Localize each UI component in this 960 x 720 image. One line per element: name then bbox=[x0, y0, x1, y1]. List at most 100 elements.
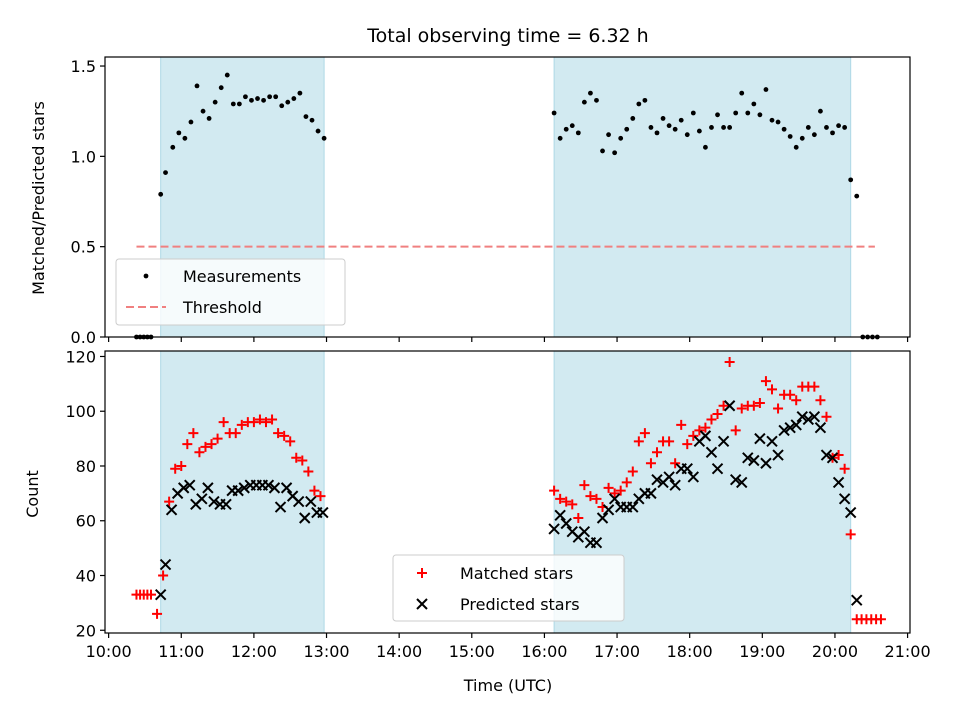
predicted-star-point bbox=[548, 523, 560, 535]
matched-star-point bbox=[218, 417, 229, 428]
legend-predicted-swatch bbox=[416, 598, 428, 610]
y-tick-label: 1.5 bbox=[71, 57, 96, 76]
matched-star-point bbox=[261, 417, 271, 428]
predicted-star-point bbox=[602, 504, 615, 516]
matched-star-point bbox=[248, 417, 259, 428]
predicted-star-point bbox=[232, 484, 244, 497]
measurement-point bbox=[854, 193, 860, 199]
ratio-plot-frame bbox=[104, 56, 911, 338]
measurement-point bbox=[194, 83, 200, 89]
measurement-point bbox=[309, 117, 315, 123]
predicted-star-point bbox=[778, 424, 790, 437]
matched-star-point bbox=[682, 439, 693, 450]
matched-star-point bbox=[676, 419, 687, 430]
x-tick-label: 13:00 bbox=[303, 642, 349, 661]
predicted-star-point bbox=[590, 536, 603, 549]
measurement-point bbox=[557, 135, 563, 141]
predicted-star-point bbox=[274, 501, 287, 513]
matched-star-point bbox=[206, 439, 217, 450]
matched-star-point bbox=[315, 491, 326, 502]
measurement-point bbox=[212, 99, 218, 105]
predicted-star-point bbox=[844, 506, 857, 519]
measurement-point bbox=[787, 134, 793, 139]
matched-star-point bbox=[152, 608, 163, 619]
predicted-star-point bbox=[760, 457, 772, 469]
measurement-point bbox=[158, 191, 164, 197]
y-tick-label: 0.0 bbox=[71, 328, 96, 347]
measurement-point bbox=[143, 273, 149, 279]
matched-star-point bbox=[279, 430, 290, 441]
matched-star-point bbox=[664, 436, 675, 447]
predicted-star-point bbox=[268, 482, 281, 494]
count-y-axis-label: Count bbox=[23, 470, 42, 518]
measurement-point bbox=[703, 144, 708, 150]
predicted-star-point bbox=[560, 517, 572, 530]
x-tick-label: 18:00 bbox=[667, 642, 713, 661]
matched-star-point bbox=[773, 403, 784, 414]
matched-star-point bbox=[718, 400, 729, 411]
matched-star-point bbox=[670, 458, 681, 469]
predicted-star-point bbox=[596, 512, 609, 524]
measurement-point bbox=[618, 135, 624, 141]
measurement-point bbox=[648, 125, 654, 130]
measurement-point bbox=[678, 117, 684, 123]
measurement-point bbox=[775, 119, 781, 125]
matched-star-point bbox=[706, 414, 717, 425]
predicted-star-point bbox=[208, 495, 220, 508]
matched-star-point bbox=[603, 482, 614, 493]
measurement-point bbox=[696, 128, 702, 134]
x-tick-label: 14:00 bbox=[376, 642, 422, 661]
legend-label-threshold: Threshold bbox=[182, 298, 262, 317]
legend-box bbox=[392, 554, 625, 622]
predicted-star-point bbox=[717, 435, 730, 448]
predicted-star-point bbox=[729, 473, 742, 486]
predicted-star-point bbox=[608, 493, 621, 505]
matched-star-point bbox=[585, 491, 596, 502]
measurement-point bbox=[588, 90, 593, 96]
matched-star-point bbox=[839, 463, 850, 474]
matched-star-point bbox=[573, 513, 584, 524]
predicted-star-point bbox=[177, 482, 190, 494]
matched-star-point bbox=[176, 460, 187, 471]
measurement-point bbox=[267, 94, 273, 100]
measurement-point bbox=[243, 94, 248, 100]
measurement-point bbox=[769, 117, 775, 123]
matched-star-point bbox=[688, 430, 699, 441]
predicted-star-point bbox=[645, 487, 657, 500]
matched-star-point bbox=[875, 614, 886, 625]
matched-star-point bbox=[182, 439, 193, 450]
measurement-point bbox=[600, 148, 605, 154]
measurement-point bbox=[763, 87, 769, 92]
predicted-star-point bbox=[790, 419, 802, 431]
legend-label-predicted: Predicted stars bbox=[460, 595, 580, 614]
measurement-point bbox=[672, 126, 678, 132]
matched-star-point bbox=[158, 570, 169, 581]
count-panel: 20 40 60 80 100 120 10:00 11:00 12:00 13:00 14:00 1… bbox=[23, 347, 931, 695]
measurement-point bbox=[569, 123, 575, 129]
matched-star-point bbox=[821, 411, 832, 422]
measurement-point bbox=[642, 97, 648, 103]
predicted-star-point bbox=[669, 479, 681, 491]
measurement-point bbox=[224, 72, 230, 78]
matched-star-point bbox=[579, 480, 590, 491]
matched-star-point bbox=[164, 496, 175, 507]
x-axis-label: Time (UTC) bbox=[463, 676, 552, 695]
predicted-star-point bbox=[305, 495, 317, 508]
measurement-point bbox=[666, 123, 672, 129]
x-tick-label: 21:00 bbox=[885, 642, 931, 661]
matched-star-point bbox=[712, 408, 723, 419]
matched-star-point bbox=[146, 589, 156, 600]
x-tick-label: 17:00 bbox=[594, 642, 640, 661]
measurement-point bbox=[273, 94, 279, 100]
measurement-point bbox=[684, 132, 690, 138]
observing-interval bbox=[160, 350, 325, 634]
matched-star-point bbox=[591, 493, 602, 504]
matched-star-point bbox=[555, 493, 566, 504]
ratio-legend: Measurements Threshold bbox=[115, 258, 346, 326]
matched-star-point bbox=[291, 452, 302, 463]
y-tick-label: 80 bbox=[76, 457, 96, 476]
predicted-star-point bbox=[711, 463, 724, 475]
matched-star-point bbox=[194, 447, 205, 458]
predicted-star-point bbox=[699, 430, 712, 442]
